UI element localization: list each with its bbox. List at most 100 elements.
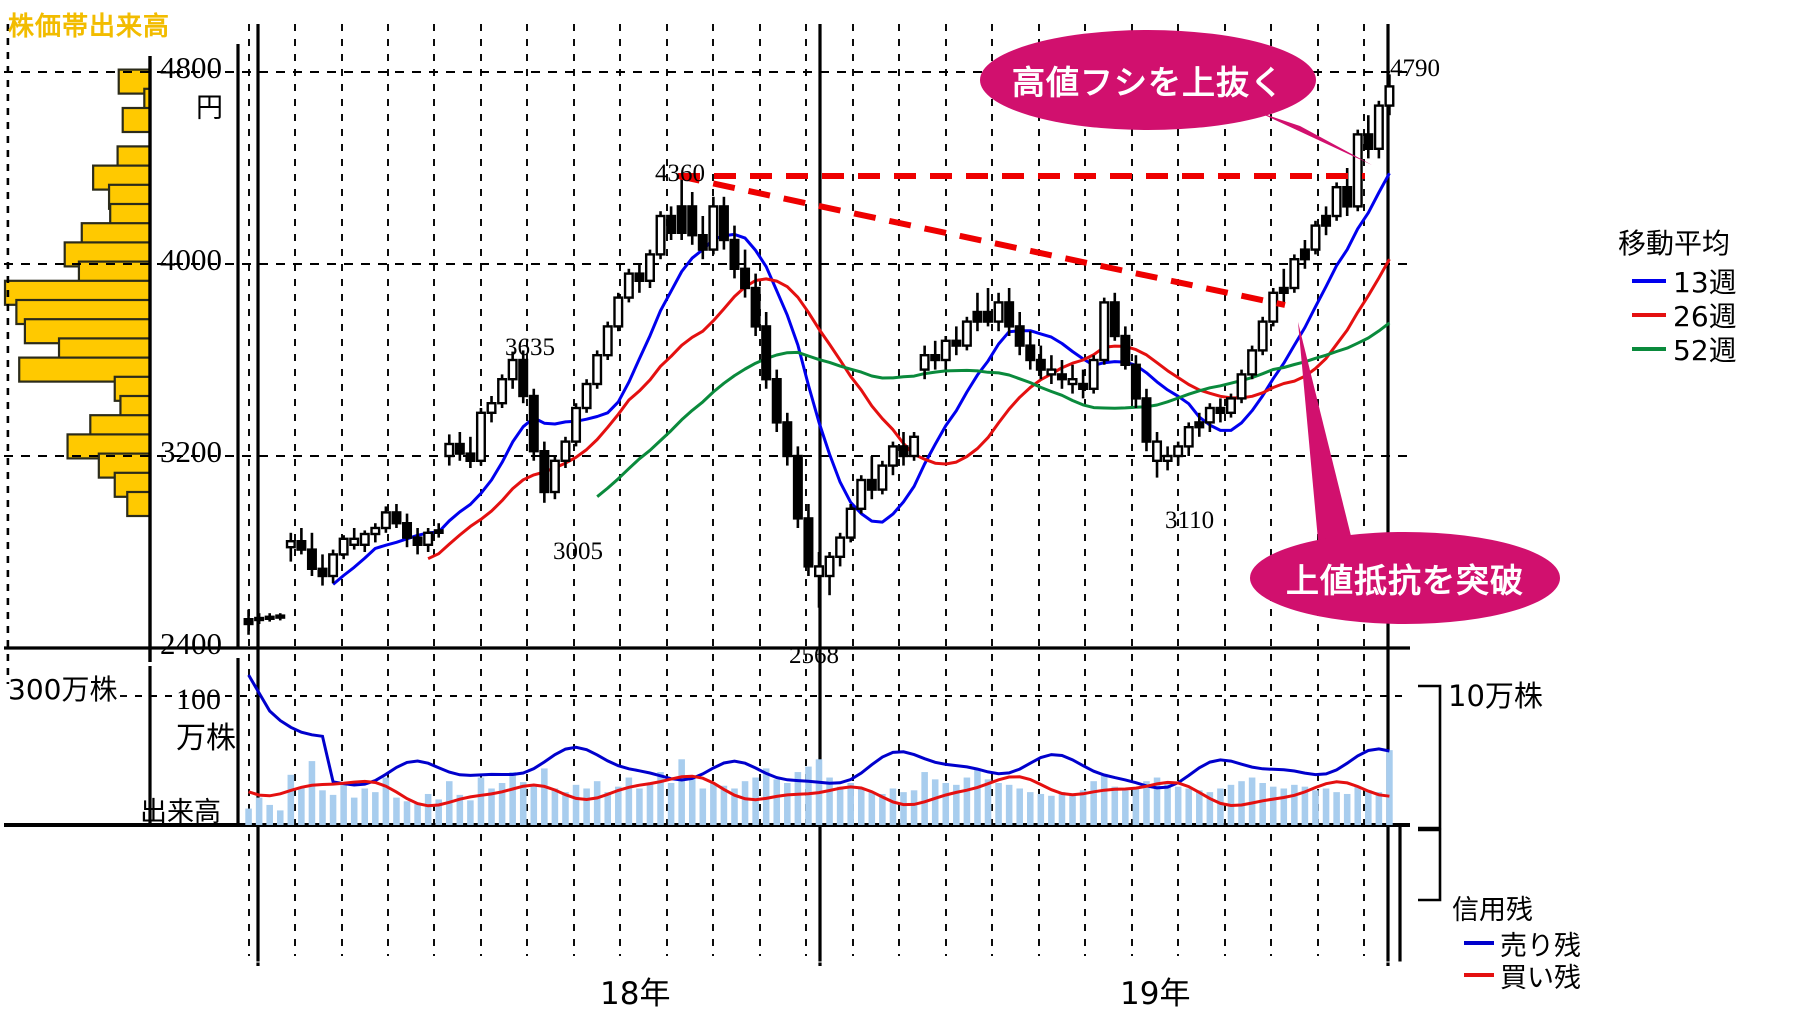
candle-body <box>1004 301 1015 328</box>
moving-average-legend: 移動平均 13週 26週 52週 <box>1618 222 1737 367</box>
candle-body <box>412 536 423 546</box>
candle-body <box>655 214 666 256</box>
volume-by-price-histogram <box>3 68 152 518</box>
volume-bar <box>857 788 865 825</box>
volume-bar <box>1048 795 1055 825</box>
legend-item-label: 26週 <box>1673 300 1737 333</box>
legend-item-label: 買い残 <box>1500 962 1581 994</box>
volume-bar <box>488 788 495 825</box>
legend-title: 信用残 <box>1452 895 1533 926</box>
resistance-line-downward <box>677 173 1286 308</box>
volume-bar <box>1333 792 1340 825</box>
volume-right-scale-label: 10万株 <box>1448 679 1543 713</box>
candle-body <box>1215 406 1226 415</box>
candle-body <box>1109 301 1120 338</box>
volume-panel-label: 出来高 <box>140 797 221 828</box>
ma-13w <box>332 172 1391 586</box>
legend-item-label: 52週 <box>1673 334 1737 367</box>
year-label: 18年 <box>600 976 671 1012</box>
candle-body <box>1120 334 1131 366</box>
candle-body <box>1141 397 1152 443</box>
volume-bar <box>319 790 326 825</box>
volume-bar <box>615 786 622 825</box>
credit-balance-legend: 信用残売り残 買い残 <box>1452 888 1581 994</box>
candle-body <box>1257 320 1268 352</box>
volume-bar <box>625 777 633 825</box>
volume-bar <box>720 785 728 825</box>
volume-bar <box>477 777 485 825</box>
candle-body <box>708 205 719 251</box>
candle-body <box>1088 358 1099 390</box>
candle-body <box>402 522 413 539</box>
volume-bar <box>942 783 950 825</box>
volume-bar <box>900 792 907 825</box>
volume-bars <box>245 750 1393 825</box>
callout-text: 高値フシを上抜く <box>1012 63 1284 102</box>
candle-body <box>1067 378 1078 386</box>
candle-body <box>845 507 856 539</box>
volume-scale-value: 100 <box>176 683 221 716</box>
candle-body <box>1268 291 1279 323</box>
volume-bar <box>741 781 749 825</box>
volume-bar <box>794 772 802 825</box>
volume-bar <box>889 788 897 825</box>
volume-bar <box>847 783 854 825</box>
candle-body <box>1236 373 1247 400</box>
credit-buy-line <box>248 774 1390 808</box>
page-title: 株価帯出来高 <box>8 12 171 42</box>
volume-bar <box>435 799 442 825</box>
candle-body <box>803 517 814 568</box>
candle-body <box>507 358 518 381</box>
volume-bar <box>1301 786 1309 825</box>
candle-body <box>1173 445 1184 458</box>
volume-bar <box>1248 777 1256 825</box>
volume-bar <box>1322 788 1330 825</box>
volume-bar <box>604 792 612 825</box>
volume-bar <box>731 788 738 825</box>
volume-bar <box>562 792 569 825</box>
volume-bar <box>762 768 770 825</box>
volume-profile-bar <box>121 106 152 134</box>
price-annotation: 3110 <box>1165 507 1215 534</box>
candle-body <box>813 565 825 578</box>
volume-bar <box>678 759 685 825</box>
candle-body <box>296 540 307 551</box>
volume-bar <box>688 777 696 825</box>
candle-body <box>993 301 1004 323</box>
candle-body <box>486 402 497 415</box>
volume-bar <box>509 772 516 825</box>
candle-body <box>571 406 582 443</box>
price-annotation: 4360 <box>655 160 705 187</box>
candle-body <box>835 536 846 558</box>
legend-item-label: 売り残 <box>1500 930 1581 962</box>
volume-bar <box>1090 781 1097 825</box>
volume-bar <box>361 788 369 825</box>
price-tick-label: 4800 <box>160 50 222 85</box>
candle-body <box>254 616 265 622</box>
candle-body <box>718 205 729 242</box>
candle-body <box>623 272 634 299</box>
volume-bar <box>1153 777 1161 825</box>
candle-body <box>518 358 529 398</box>
price-annotation: 4790 <box>1390 55 1440 82</box>
candle-body <box>1035 358 1046 371</box>
volume-bar <box>541 768 548 825</box>
price-tick-label: 4000 <box>160 242 222 277</box>
candle-body <box>528 394 539 453</box>
volume-bar <box>636 788 643 825</box>
volume-bar <box>287 774 295 825</box>
candle-body <box>1225 397 1236 414</box>
volume-bar <box>1280 788 1288 825</box>
candle-body <box>909 435 920 458</box>
candle-body <box>1152 440 1163 463</box>
candle-body <box>930 354 941 362</box>
volume-bar <box>308 761 316 825</box>
candle-body <box>687 205 698 237</box>
volume-bar <box>1259 783 1266 825</box>
volume-bar <box>1111 786 1119 825</box>
candle-body <box>951 339 962 347</box>
callout-bubble: 高値フシを上抜く <box>980 30 1316 130</box>
volume-bar <box>657 772 664 825</box>
volume-bar <box>266 804 273 825</box>
volume-bar <box>1354 786 1362 825</box>
